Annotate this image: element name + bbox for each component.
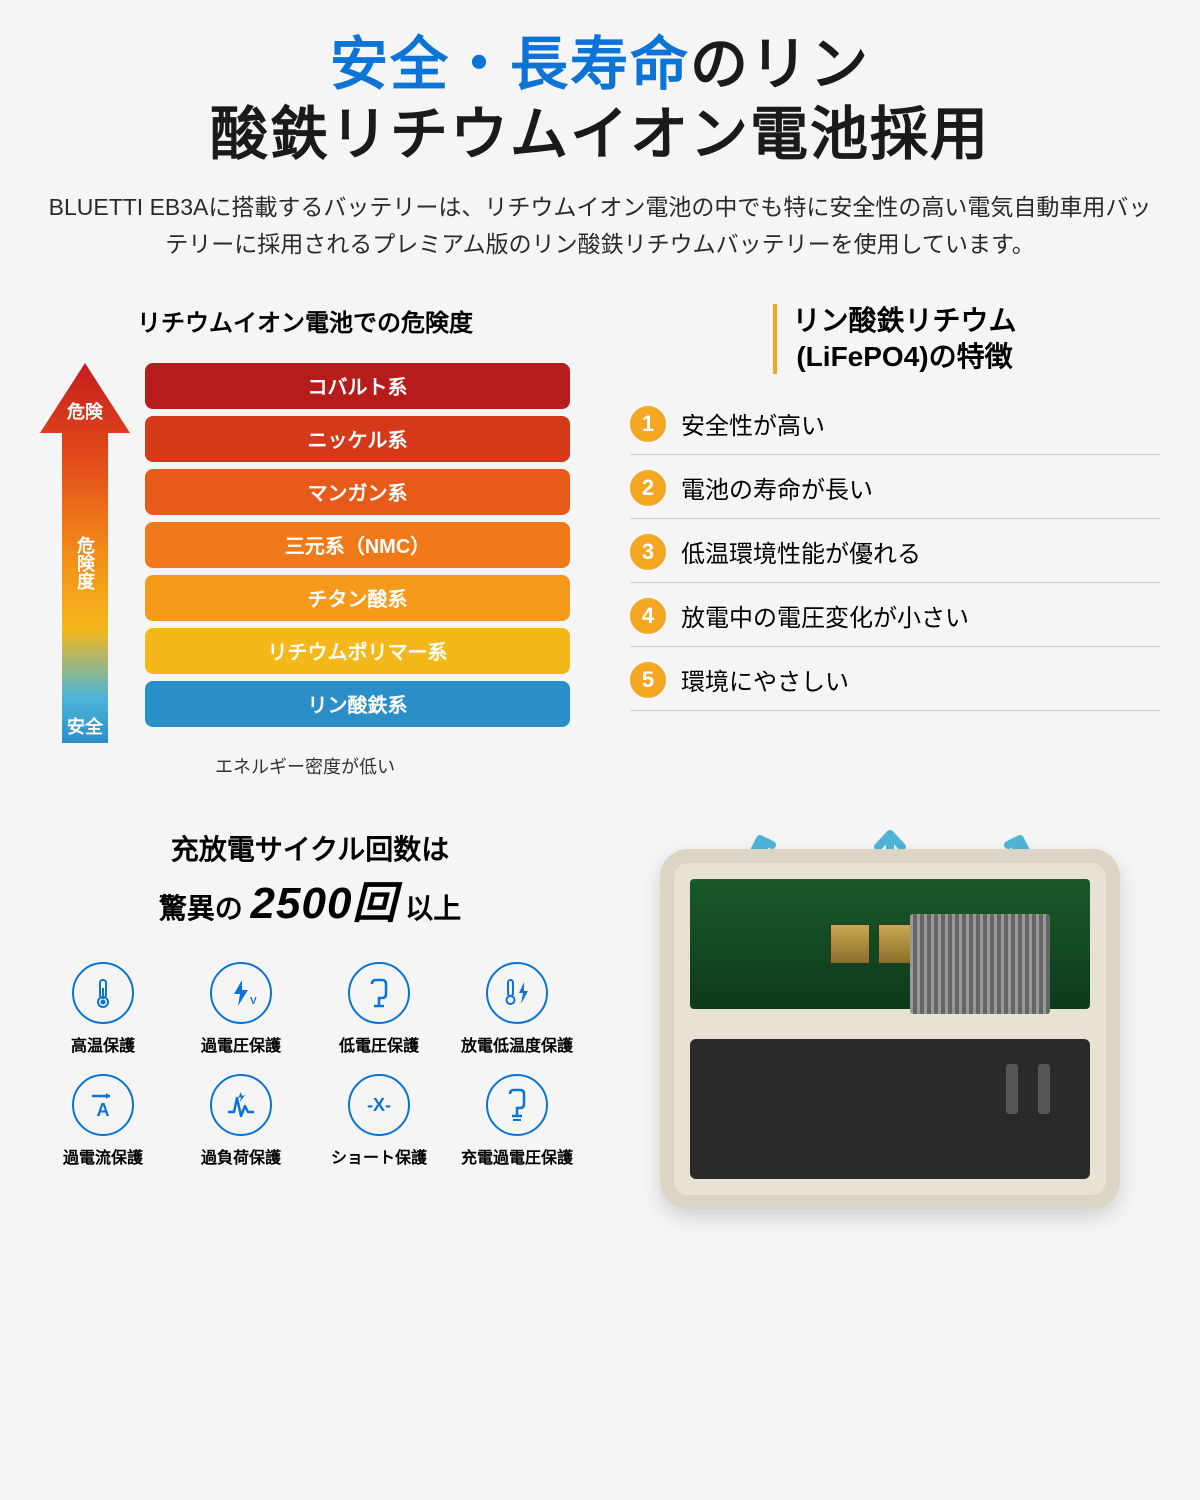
feature-number: 5 [630,662,666,698]
density-note: エネルギー密度が低い [40,753,570,779]
feature-item: 5 環境にやさしい [630,662,1160,711]
product-shell [660,849,1120,1209]
title-rest1: のリン [690,32,870,97]
feature-number: 4 [630,598,666,634]
icon-label: 過電圧保護 [201,1032,281,1056]
danger-chart-title: リチウムイオン電池での危険度 [40,303,570,338]
feature-text: 安全性が高い [681,406,825,441]
current-a-icon: A [72,1074,134,1136]
arrow-top-label: 危険 [66,401,104,422]
protection-icon-cell: 低電圧保護 [316,962,442,1056]
feature-number: 3 [630,534,666,570]
icon-label: 過電流保護 [63,1144,143,1168]
icon-label: 低電圧保護 [339,1032,419,1056]
subtitle-text: BLUETTI EB3Aに搭載するバッテリーは、リチウムイオン電池の中でも特に安… [40,189,1160,263]
danger-chart: リチウムイオン電池での危険度 危険 [40,303,570,779]
danger-arrow: 危険 危険度 安全 [40,363,130,743]
icon-label: 過負荷保護 [201,1144,281,1168]
main-title: 安全・長寿命のリン 酸鉄リチウムイオン電池採用 [40,30,1160,169]
feature-number: 1 [630,406,666,442]
danger-bar: リチウムポリマー系 [145,628,570,674]
protection-icon-cell: A 過電流保護 [40,1074,166,1168]
charge-ov-icon [486,1074,548,1136]
icon-label: 放電低温度保護 [461,1032,573,1056]
danger-bar: ニッケル系 [145,416,570,462]
icon-label: 充電過電圧保護 [461,1144,573,1168]
protection-icon-cell: 放電低温度保護 [454,962,580,1056]
feature-text: 低温環境性能が優れる [681,534,921,569]
danger-bar: チタン酸系 [145,575,570,621]
cycle-panel: 充放電サイクル回数は 驚異の 2500回 以上 高温保護 V 過電圧保護 低電圧保護 放… [40,829,580,1168]
product-image [620,829,1160,1209]
feature-item: 1 安全性が高い [630,406,1160,455]
battery-slot [690,1039,1090,1179]
feature-item: 3 低温環境性能が優れる [630,534,1160,583]
feature-text: 放電中の電圧変化が小さい [681,598,969,633]
features-accent-bar [773,304,777,374]
features-panel: リン酸鉄リチウム (LiFePO4)の特徴 1 安全性が高い 2 電池の寿命が長い 3低… [610,303,1160,779]
short-x-icon: -X- [348,1074,410,1136]
icon-label: ショート保護 [331,1144,427,1168]
protection-icon-cell: 高温保護 [40,962,166,1056]
danger-bar: リン酸鉄系 [145,681,570,727]
feature-text: 電池の寿命が長い [681,470,873,505]
cycle-title: 充放電サイクル回数は 驚異の 2500回 以上 [40,829,580,937]
protection-icon-cell: 過負荷保護 [178,1074,304,1168]
feature-item: 2 電池の寿命が長い [630,470,1160,519]
danger-bar: マンガン系 [145,469,570,515]
arrow-mid-label: 危険度 [75,535,96,591]
heatsink [910,914,1050,1014]
svg-text:-X-: -X- [367,1095,391,1115]
danger-bar: コバルト系 [145,363,570,409]
feature-item: 4 放電中の電圧変化が小さい [630,598,1160,647]
svg-text:V: V [250,996,257,1007]
lightning-v-icon: V [210,962,272,1024]
protection-icon-cell: -X- ショート保護 [316,1074,442,1168]
thermometer-icon [72,962,134,1024]
product-pcb [690,879,1090,1009]
title-line2: 酸鉄リチウムイオン電池採用 [40,100,1160,170]
protection-icon-cell: V 過電圧保護 [178,962,304,1056]
danger-bar: 三元系（NMC） [145,522,570,568]
svg-text:A: A [97,1100,110,1120]
arrow-bottom-label: 安全 [67,716,104,737]
icon-label: 高温保護 [71,1032,135,1056]
feature-text: 環境にやさしい [681,662,849,697]
protection-icon-cell: 充電過電圧保護 [454,1074,580,1168]
features-title: リン酸鉄リチウム (LiFePO4)の特徴 [792,303,1016,376]
feature-number: 2 [630,470,666,506]
temp-lightning-icon [486,962,548,1024]
low-voltage-icon [348,962,410,1024]
overload-icon [210,1074,272,1136]
title-accent: 安全・長寿命 [330,32,690,97]
